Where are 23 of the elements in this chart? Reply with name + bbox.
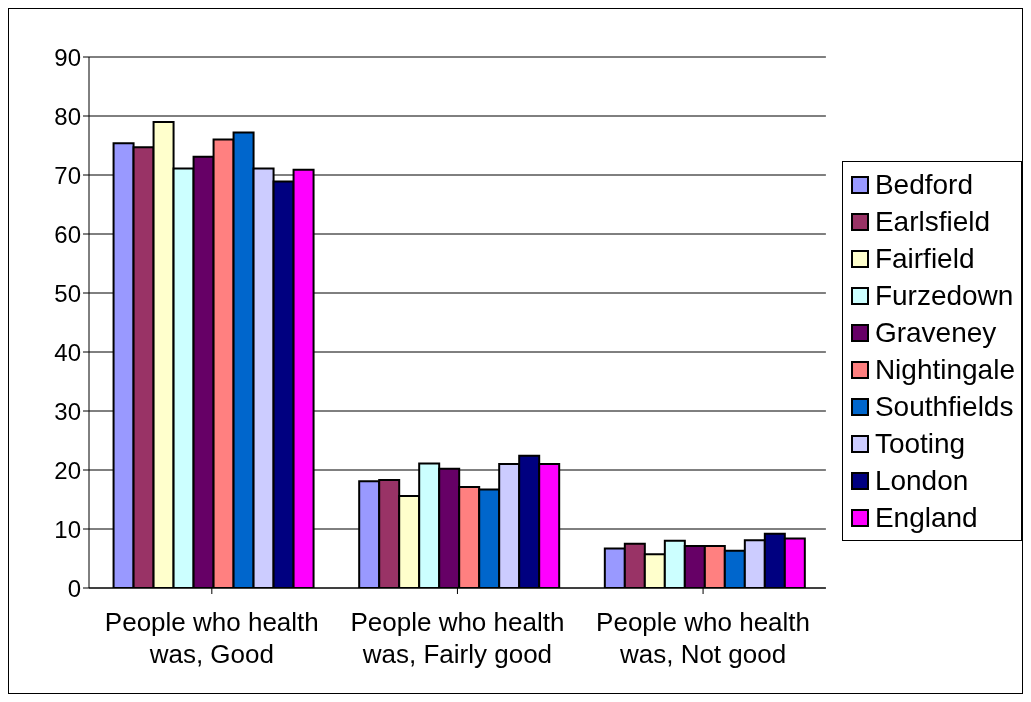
legend-label: Earlsfield [874,205,991,238]
y-tick-label: 40 [54,338,81,366]
x-tick-label: People who health was, Fairly good [349,606,566,670]
y-tick-label: 30 [54,397,81,425]
y-tick-label: 0 [67,574,81,602]
x-tick-label: People who health was, Not good [595,606,812,670]
legend-label: Fairfield [874,242,975,275]
x-tick-label: People who health was, Good [103,606,320,670]
legend-label: Nightingale [874,353,1015,386]
y-tick-label: 60 [54,220,81,248]
legend-label: Graveney [874,316,997,349]
y-tick-label: 50 [54,279,81,307]
legend-label: Tooting [874,427,966,460]
legend-label: Bedford [874,168,973,201]
legend-label: London [874,464,969,497]
y-tick-label: 70 [54,161,81,189]
y-tick-label: 80 [54,102,81,130]
legend-label: England [874,501,978,534]
y-tick-label: 10 [54,515,81,543]
y-tick-label: 90 [54,43,81,71]
legend-label: Southfields [874,390,1014,423]
y-tick-label: 20 [54,456,81,484]
legend-label: Furzedown [874,279,1014,312]
